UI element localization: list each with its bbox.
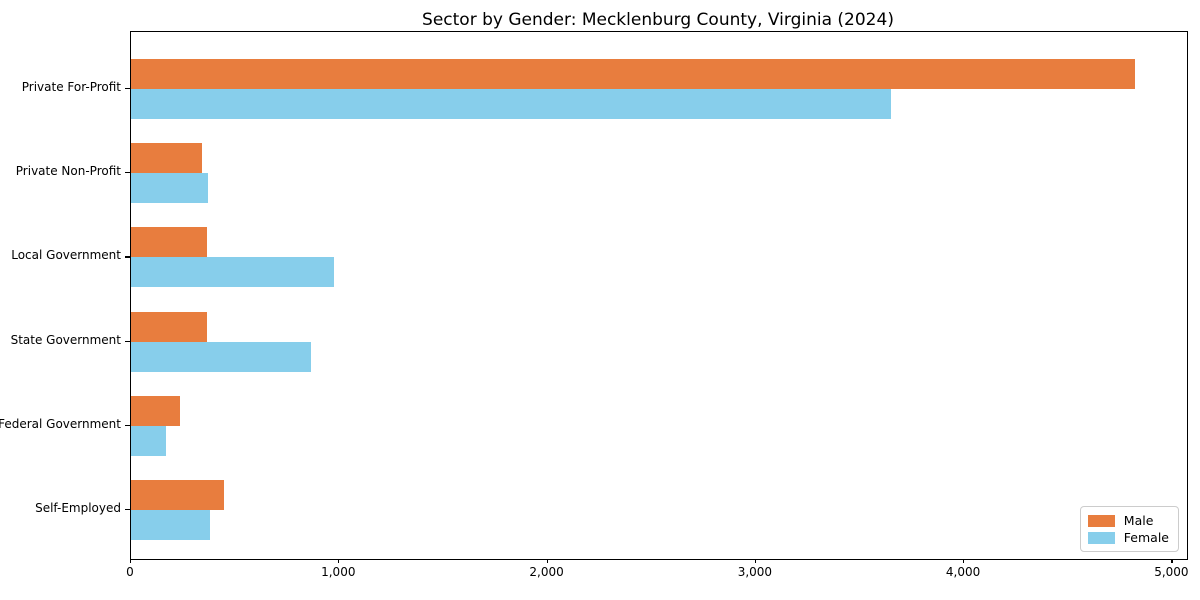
- x-tick-2000: [546, 559, 548, 563]
- x-axis-label-2000: 2,000: [529, 565, 564, 579]
- legend-swatch-female: [1087, 531, 1115, 544]
- legend-label-female: Female: [1123, 530, 1169, 545]
- y-axis-label-state-government: State Government: [10, 332, 121, 347]
- bar-female-private-for-profit: [131, 89, 892, 119]
- x-axis-label-1000: 1,000: [321, 565, 356, 579]
- bar-male-state-government: [131, 311, 207, 342]
- x-axis-label-5000: 5,000: [1154, 565, 1189, 579]
- bar-male-private-non-profit: [131, 143, 202, 174]
- y-tick-federal-government: [125, 424, 130, 426]
- bar-male-local-government: [131, 227, 207, 258]
- x-tick-3000: [754, 559, 757, 563]
- x-axis-label-4000: 4,000: [945, 565, 981, 579]
- bar-female-self-employed: [131, 510, 211, 540]
- legend-swatch-male: [1087, 514, 1115, 527]
- y-tick-state-government: [125, 340, 130, 342]
- bar-male-self-employed: [131, 480, 224, 510]
- x-tick-0: [130, 559, 132, 563]
- chart-title: Sector by Gender: Mecklenburg County, Vi…: [422, 10, 894, 30]
- bar-female-state-government: [131, 341, 312, 372]
- legend-label-male: Male: [1123, 513, 1154, 528]
- bar-female-local-government: [131, 257, 335, 288]
- x-tick-5000: [1171, 559, 1173, 563]
- plot-area: Male Female: [130, 31, 1188, 560]
- bar-female-federal-government: [131, 425, 167, 456]
- x-tick-1000: [338, 559, 340, 563]
- y-tick-private-non-profit: [125, 172, 130, 174]
- x-tick-4000: [963, 559, 965, 563]
- y-axis-label-local-government: Local Government: [11, 248, 121, 263]
- legend-entry-female: Female: [1087, 529, 1169, 546]
- bar-male-federal-government: [131, 395, 180, 426]
- y-axis-label-private-non-profit: Private Non-Profit: [15, 164, 121, 179]
- bar-male-private-for-profit: [131, 59, 1135, 89]
- legend-entry-male: Male: [1087, 512, 1169, 529]
- x-axis-label-0: 0: [126, 565, 134, 579]
- y-axis-label-private-for-profit: Private For-Profit: [21, 80, 121, 94]
- legend: Male Female: [1079, 506, 1179, 552]
- y-tick-local-government: [125, 256, 130, 258]
- y-axis-label-federal-government: Federal Government: [0, 416, 121, 431]
- bar-female-private-non-profit: [131, 173, 209, 204]
- y-axis-label-self-employed: Self-Employed: [35, 501, 121, 515]
- y-tick-private-for-profit: [125, 88, 130, 90]
- y-tick-self-employed: [125, 509, 130, 511]
- x-axis-label-3000: 3,000: [737, 565, 773, 579]
